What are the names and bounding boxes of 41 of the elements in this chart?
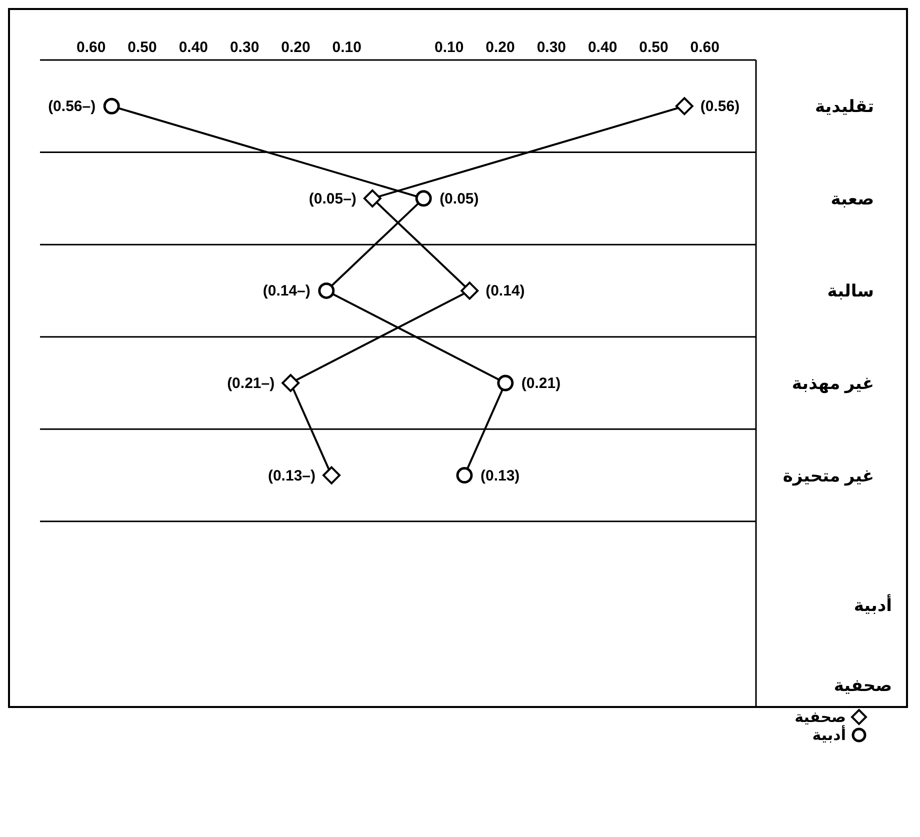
x-tick-label: 0.30 xyxy=(230,39,260,56)
y-tick-label: تقليدية xyxy=(814,97,874,116)
text: صحفية xyxy=(834,676,892,696)
x-tick-label: 0.50 xyxy=(128,39,157,56)
x-tick-label: 0.20 xyxy=(486,39,515,56)
data-label: (0.21–) xyxy=(227,375,275,392)
point xyxy=(460,282,479,300)
point xyxy=(282,374,300,392)
data-label: (0.13–) xyxy=(268,467,316,484)
point xyxy=(456,467,473,484)
x-tick-label: 0.40 xyxy=(588,39,618,56)
x-tick-label: 0.10 xyxy=(434,39,464,56)
x-tick-label: 0.20 xyxy=(281,39,310,56)
legend-label: صحفية xyxy=(794,708,846,726)
y-tick-label: سالبة xyxy=(827,282,874,301)
x-tick-label: 0.30 xyxy=(536,39,566,56)
data-label: (0.13) xyxy=(480,467,520,484)
point xyxy=(415,190,432,207)
y-tick-label: غير مهذبة xyxy=(792,374,874,394)
data-label: (0.05–) xyxy=(308,190,356,208)
legend-label: أدبية xyxy=(812,726,846,744)
x-tick-label: 0.60 xyxy=(76,39,106,56)
data-label: (0.21) xyxy=(521,375,561,392)
point xyxy=(103,98,120,114)
x-tick-label: 0.50 xyxy=(639,39,668,56)
x-tick-label: 0.10 xyxy=(332,39,362,56)
x-tick-label: 0.40 xyxy=(178,39,208,56)
x-tick-label: 0.60 xyxy=(690,39,720,56)
point xyxy=(675,97,694,116)
point xyxy=(322,466,341,484)
point xyxy=(318,282,335,299)
point xyxy=(497,374,514,392)
data-label: (0.05) xyxy=(440,190,479,208)
data-label: (0.14) xyxy=(486,282,525,300)
data-label: (0.14–) xyxy=(262,282,310,300)
point xyxy=(363,189,382,208)
y-tick-label: صعبة xyxy=(830,189,874,208)
y-tick-label: غير متحيزة xyxy=(782,466,874,486)
data-label: (0.56–) xyxy=(48,98,96,116)
data-label: (0.56) xyxy=(700,98,740,116)
text: أدبية xyxy=(852,596,892,616)
